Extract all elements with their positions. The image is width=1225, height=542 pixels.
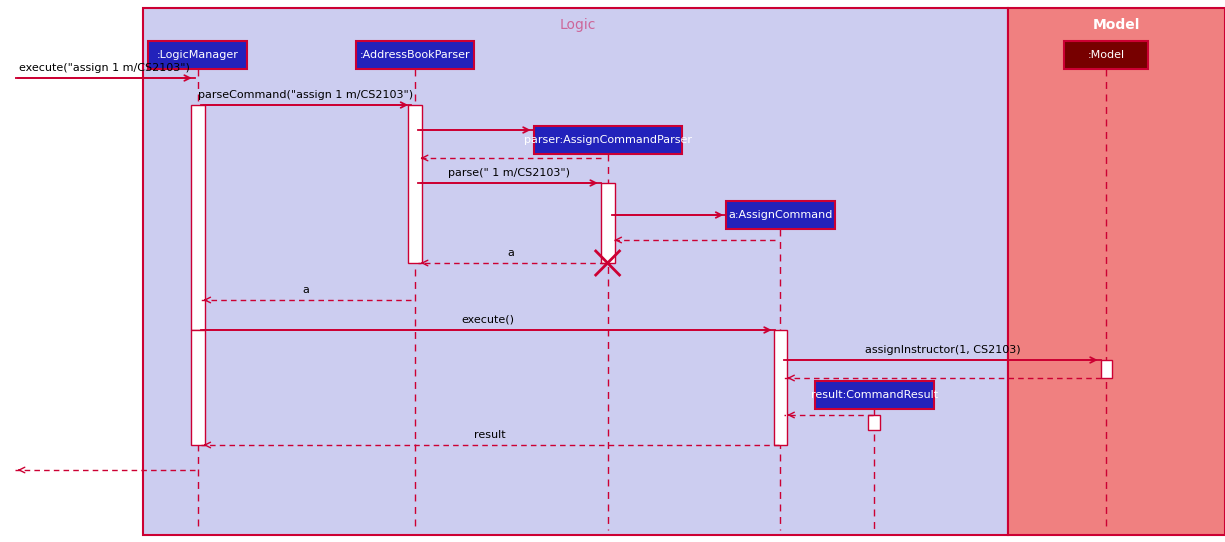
Bar	[1065, 41, 1149, 69]
Bar	[726, 201, 834, 229]
Text: result:CommandResult: result:CommandResult	[811, 390, 938, 400]
Bar	[600, 183, 615, 263]
Text: a: a	[303, 285, 309, 295]
Bar	[1008, 8, 1225, 535]
Text: parse(" 1 m/CS2103"): parse(" 1 m/CS2103")	[448, 168, 571, 178]
Text: parseCommand("assign 1 m/CS2103"): parseCommand("assign 1 m/CS2103")	[198, 90, 413, 100]
Bar	[355, 41, 474, 69]
Bar	[148, 41, 247, 69]
Text: result: result	[474, 430, 506, 440]
Text: a: a	[508, 248, 514, 258]
Text: execute("assign 1 m/CS2103"): execute("assign 1 m/CS2103")	[20, 63, 190, 73]
Text: assignInstructor(1, CS2103): assignInstructor(1, CS2103)	[865, 345, 1020, 355]
Text: a:AssignCommand: a:AssignCommand	[729, 210, 833, 220]
Text: :LogicManager: :LogicManager	[157, 50, 239, 60]
Bar	[534, 126, 681, 154]
Text: execute(): execute()	[461, 315, 514, 325]
Text: Logic: Logic	[560, 18, 597, 32]
Bar	[869, 415, 881, 430]
Text: :AddressBookParser: :AddressBookParser	[360, 50, 470, 60]
Bar	[408, 105, 421, 263]
Text: Model: Model	[1093, 18, 1140, 32]
Bar	[1100, 360, 1112, 378]
Bar	[191, 105, 205, 330]
Text: parser:AssignCommandParser: parser:AssignCommandParser	[523, 135, 692, 145]
Bar	[773, 330, 788, 445]
Bar	[191, 330, 205, 445]
Text: :Model: :Model	[1088, 50, 1125, 60]
Bar	[143, 8, 1008, 535]
Bar	[815, 381, 933, 409]
